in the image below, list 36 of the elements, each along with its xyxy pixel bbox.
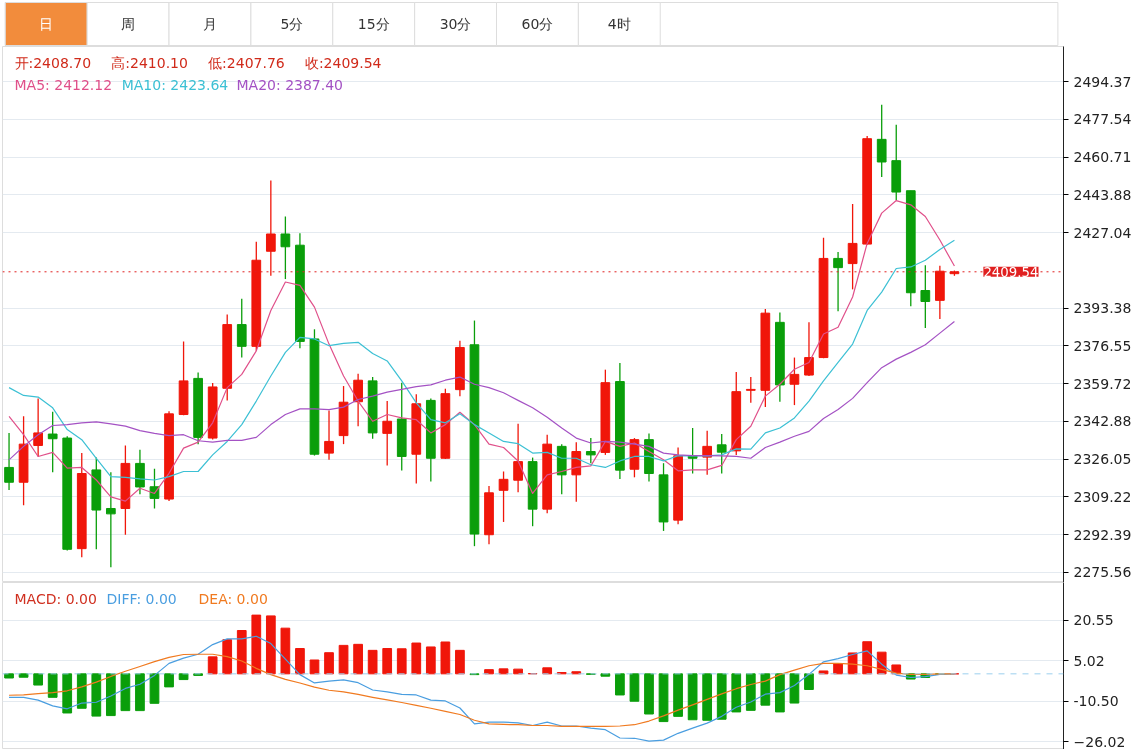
y-tick-label: 2275.56 (1073, 564, 1132, 581)
text: MA5: 2412.12 (14, 76, 113, 93)
y-tick-label: 2494.37 (1073, 73, 1132, 90)
ref-line-label: 2409.54 (983, 264, 1039, 280)
text: DIFF: 0.00 (106, 590, 177, 607)
y-tick-label: 2477.54 (1073, 111, 1132, 128)
y-tick-label: 2359.72 (1073, 375, 1132, 392)
y-tick-label: 2393.38 (1073, 300, 1132, 317)
y-tick-label: 2376.55 (1073, 337, 1132, 354)
text: DEA: 0.00 (198, 590, 268, 607)
y-tick-label: 2460.71 (1073, 149, 1132, 166)
y-tick-label: 2309.22 (1073, 488, 1132, 505)
text: 15分 (357, 15, 390, 32)
y-tick-label: 2342.88 (1073, 413, 1132, 430)
y-tick-label: -10.50 (1073, 693, 1119, 710)
annotation: 开:2408.70 (14, 54, 92, 71)
y-tick-label: 2443.88 (1073, 186, 1132, 203)
text: 日 (39, 15, 54, 32)
text: MACD: 0.00 (14, 590, 97, 607)
text: 60分 (521, 15, 554, 32)
text: 30分 (439, 15, 472, 32)
text: 月 (202, 15, 217, 32)
annotation: 收:2409.54 (304, 54, 382, 71)
text: MA10: 2423.64 (121, 76, 229, 93)
y-tick-label: 2427.04 (1073, 224, 1132, 241)
y-tick-label: 2292.39 (1073, 526, 1132, 543)
y-tick-label: −26.02 (1073, 733, 1126, 749)
y-tick-label: 2326.05 (1073, 451, 1132, 468)
text: 4时 (607, 15, 631, 32)
annotation: 低:2407.76 (208, 54, 285, 71)
annotation: 高:2410.10 (111, 54, 188, 71)
text: 周 (121, 15, 136, 32)
y-tick-label: 5.02 (1073, 652, 1105, 669)
text: MA20: 2387.40 (236, 76, 344, 93)
text: 5分 (280, 15, 304, 32)
y-tick-label: 20.55 (1073, 612, 1114, 629)
